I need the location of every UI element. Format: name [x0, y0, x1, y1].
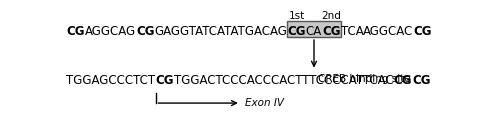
- Text: CG: CG: [136, 25, 154, 38]
- Text: CG: CG: [414, 25, 432, 38]
- Text: CG: CG: [412, 74, 430, 87]
- Text: CREB binding site: CREB binding site: [318, 73, 410, 83]
- Text: AGGCAG: AGGCAG: [85, 25, 136, 38]
- Text: CG: CG: [66, 25, 85, 38]
- Bar: [286, 21, 342, 37]
- Text: CG: CG: [288, 25, 306, 38]
- Text: CG: CG: [394, 74, 412, 87]
- Text: TGGAGCCCTCT: TGGAGCCCTCT: [66, 74, 156, 87]
- Text: Exon IV: Exon IV: [244, 98, 284, 108]
- Text: GAGGTATCATATGACAG: GAGGTATCATATGACAG: [154, 25, 288, 38]
- Text: CA: CA: [306, 25, 322, 38]
- Text: TCA: TCA: [340, 25, 363, 38]
- Text: TGGACTCCCACCCACTTTCCCCATTCAC: TGGACTCCCACCCACTTTCCCCATTCAC: [174, 74, 394, 87]
- Text: 1st: 1st: [288, 11, 305, 21]
- Text: AGGCAC: AGGCAC: [364, 25, 414, 38]
- Text: 2nd: 2nd: [322, 11, 342, 21]
- Text: CG: CG: [156, 74, 174, 87]
- Text: CG: CG: [322, 25, 340, 38]
